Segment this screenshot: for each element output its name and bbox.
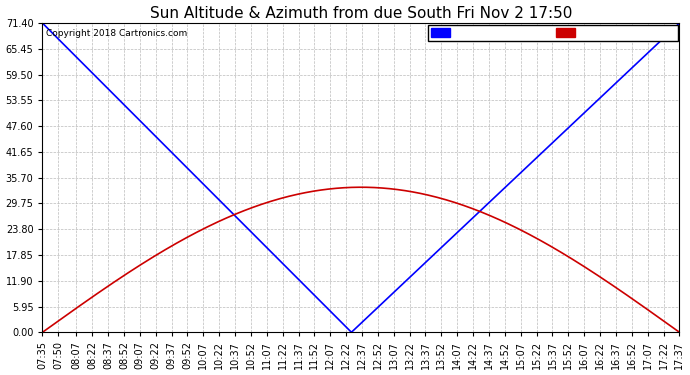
Title: Sun Altitude & Azimuth from due South Fri Nov 2 17:50: Sun Altitude & Azimuth from due South Fr… <box>150 6 572 21</box>
Legend: Azimuth (Angle °), Altitude (Angle °): Azimuth (Angle °), Altitude (Angle °) <box>428 25 678 41</box>
Text: Copyright 2018 Cartronics.com: Copyright 2018 Cartronics.com <box>46 29 187 38</box>
